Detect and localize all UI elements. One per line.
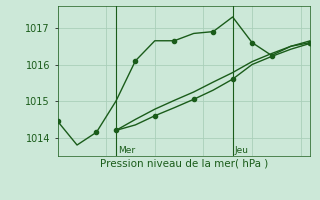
X-axis label: Pression niveau de la mer( hPa ): Pression niveau de la mer( hPa ) — [100, 159, 268, 169]
Text: Mer: Mer — [118, 146, 135, 155]
Text: Jeu: Jeu — [235, 146, 249, 155]
